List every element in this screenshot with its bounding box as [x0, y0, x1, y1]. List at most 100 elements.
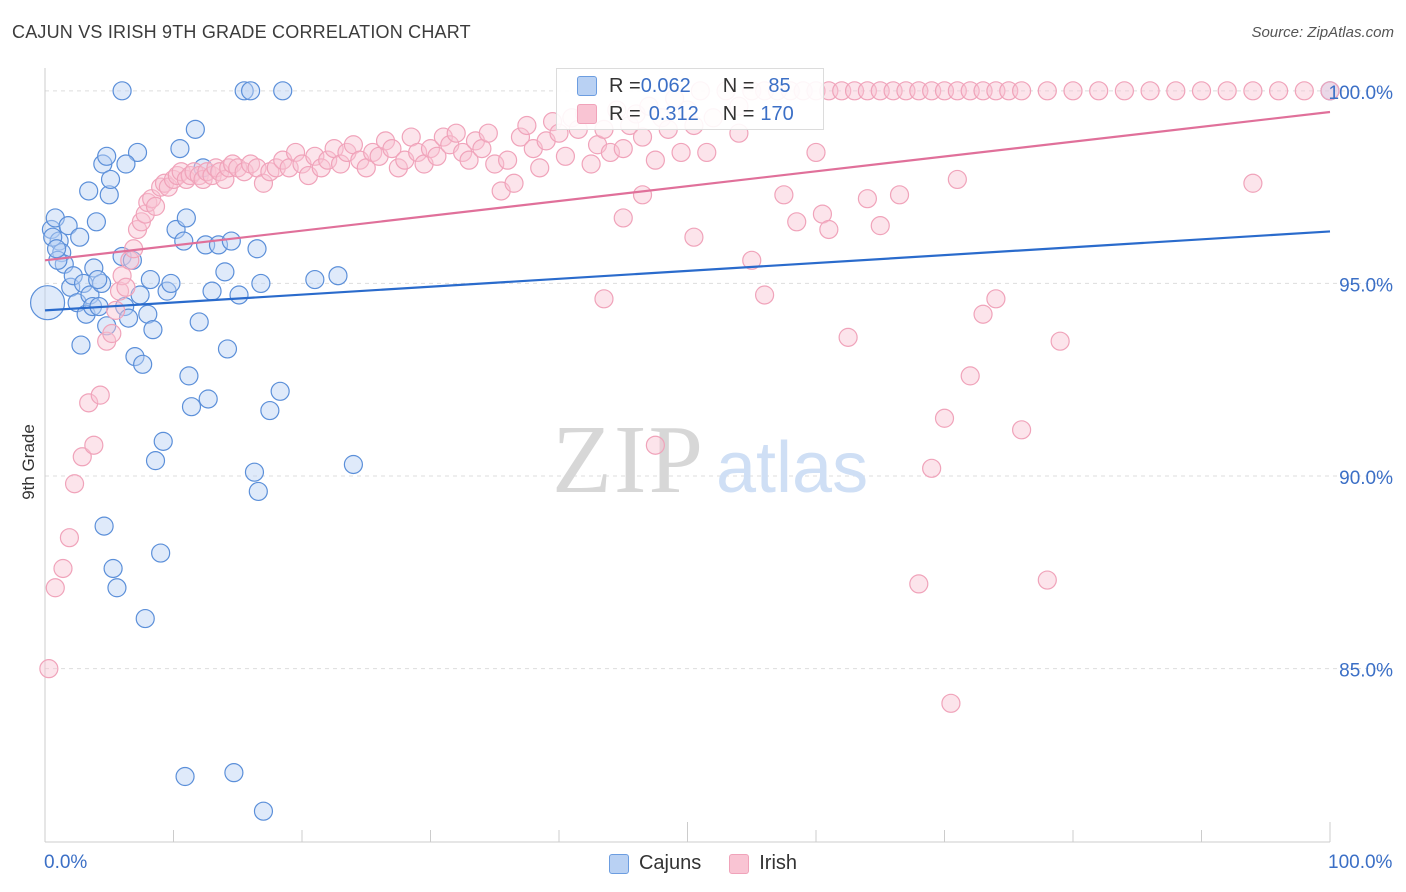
data-point [960, 366, 980, 386]
y-tick-label: 90.0% [1339, 468, 1393, 489]
legend-item-cajuns[interactable]: Cajuns [608, 852, 702, 875]
irish-n-label: N = [722, 102, 755, 125]
data-point [328, 266, 348, 286]
data-point [1294, 81, 1314, 101]
data-point [84, 435, 104, 455]
irish-trend-line [44, 110, 1331, 262]
data-point [151, 543, 171, 563]
data-point [244, 462, 265, 482]
data-point [112, 266, 132, 286]
data-point [504, 173, 524, 193]
y-axis-label: 9th Grade [19, 424, 38, 500]
y-tick-label: 95.0% [1339, 275, 1393, 296]
data-point [459, 150, 479, 170]
data-point [135, 608, 155, 629]
source-credit: Source: ZipAtlas.com [1251, 24, 1394, 41]
cajun-points [29, 81, 1340, 821]
data-point [478, 123, 498, 143]
data-point [90, 385, 110, 405]
data-point [88, 269, 108, 290]
data-point [408, 142, 428, 163]
data-point [530, 158, 550, 178]
data-point [1268, 81, 1289, 101]
data-point [388, 158, 408, 178]
data-point [72, 447, 92, 467]
irish-n-value: 170 [760, 102, 794, 125]
data-point [176, 208, 196, 228]
irish-r-label: R = [609, 102, 641, 125]
data-point [1063, 81, 1083, 101]
data-point [343, 454, 363, 475]
data-point [100, 169, 121, 190]
data-point [1037, 81, 1057, 101]
data-point [510, 127, 531, 147]
data-point [517, 115, 537, 136]
data-point [251, 273, 271, 294]
legend-irish-label: Irish [759, 852, 798, 874]
data-point [1217, 81, 1237, 101]
data-point [145, 196, 166, 216]
irish-swatch [577, 104, 597, 124]
data-point [64, 474, 85, 494]
data-point [375, 131, 396, 151]
data-point [453, 142, 473, 163]
data-point [1243, 173, 1263, 193]
data-point [285, 142, 306, 163]
x-tick-label-max: 100.0% [1328, 852, 1393, 873]
data-point [446, 123, 466, 143]
data-point [1166, 81, 1186, 101]
data-point [318, 150, 338, 170]
data-point [59, 528, 80, 548]
data-point [632, 127, 653, 147]
data-point [1191, 81, 1212, 101]
data-point [427, 146, 447, 166]
data-point [116, 277, 136, 297]
legend-cajuns-label: Cajuns [638, 852, 702, 874]
data-point [1011, 81, 1032, 101]
legend-item-irish[interactable]: Irish [729, 852, 797, 875]
legend-irish-swatch [729, 853, 750, 874]
data-point [170, 139, 190, 159]
data-point [79, 181, 99, 201]
cajun-n-value: 85 [768, 74, 791, 97]
data-point [125, 347, 145, 367]
series-legend: Cajuns Irish [0, 852, 1406, 875]
data-point [787, 212, 807, 232]
data-point [671, 142, 691, 163]
watermark-atlas: atlas [716, 428, 868, 508]
y-tick-label: 100.0% [1329, 83, 1394, 104]
data-point [71, 335, 91, 355]
trend-lines [44, 110, 1331, 312]
data-point [138, 304, 158, 324]
data-point [305, 146, 325, 166]
data-point [613, 139, 633, 159]
data-point [97, 146, 117, 166]
data-point [234, 81, 254, 101]
data-point [420, 139, 441, 159]
data-point [433, 127, 453, 147]
data-point [600, 142, 621, 163]
data-point [179, 366, 199, 386]
data-point [1089, 81, 1109, 101]
data-point [103, 558, 123, 579]
data-point [86, 212, 107, 232]
irish-r-value: 0.312 [648, 102, 699, 125]
watermark-zip: ZIP [552, 406, 705, 514]
data-point [189, 312, 209, 332]
data-point [91, 273, 112, 294]
data-point [485, 154, 505, 174]
data-point [46, 239, 67, 259]
data-point [260, 400, 280, 421]
data-point [45, 578, 65, 598]
data-point [742, 250, 762, 270]
data-point [270, 381, 290, 401]
data-point [161, 273, 181, 294]
stats-legend: R = 0.062 N = 85 R = 0.312 N = 170 [556, 68, 824, 130]
data-point [39, 659, 59, 679]
data-point [498, 150, 518, 170]
data-point [253, 801, 274, 821]
data-point [215, 169, 235, 190]
data-point [941, 693, 961, 713]
data-point [645, 435, 665, 455]
data-point [153, 431, 173, 451]
